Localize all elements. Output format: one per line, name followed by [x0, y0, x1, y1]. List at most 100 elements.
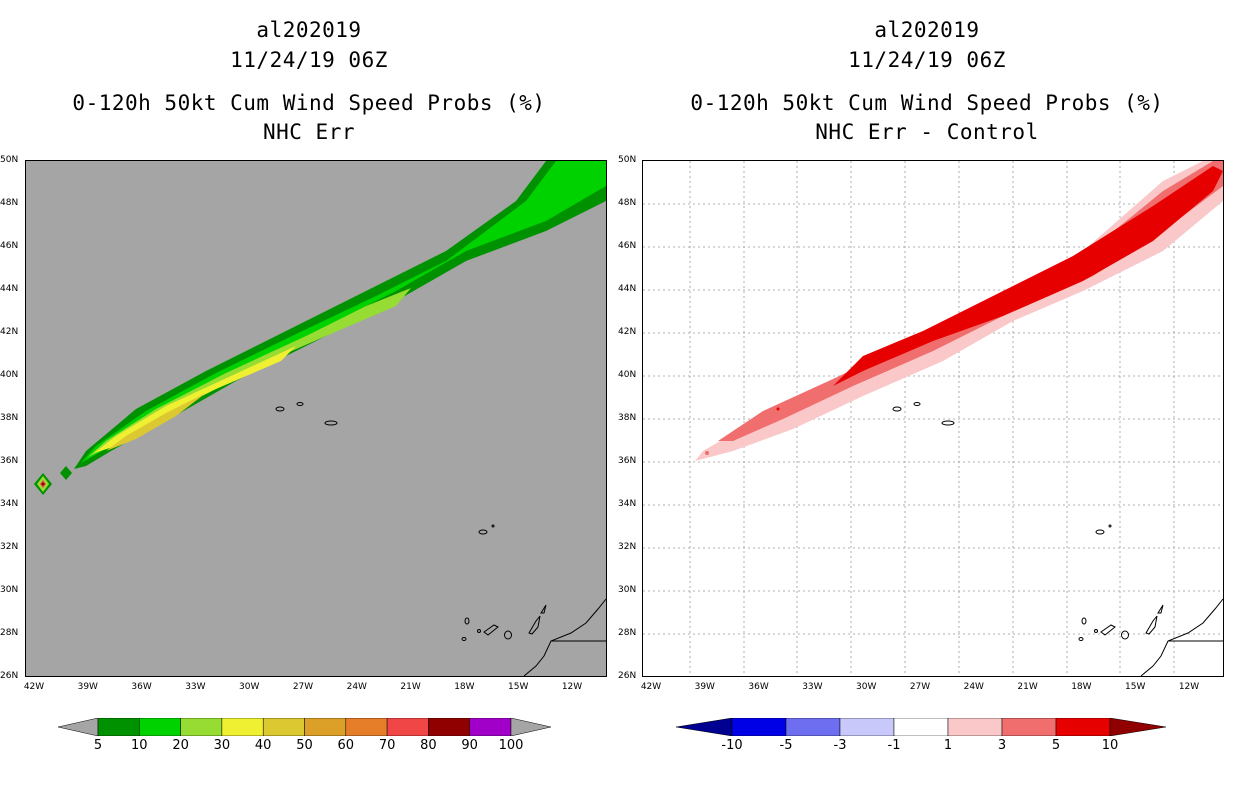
product-title: 0-120h 50kt Cum Wind Speed Probs (%): [690, 91, 1164, 115]
colorbar-tick-label: 5: [93, 738, 103, 753]
colorbar-segment: [345, 718, 388, 736]
lat-label: 34N: [0, 499, 19, 509]
island: [296, 402, 304, 406]
colorbar-segment: [180, 718, 223, 736]
lat-label: 42N: [0, 327, 19, 337]
lon-label: 36W: [748, 682, 769, 692]
island: [461, 637, 467, 641]
island: [491, 524, 495, 528]
lat-label: 34N: [618, 499, 637, 509]
lat-label: 28N: [0, 628, 19, 638]
lat-label: 44N: [618, 284, 637, 294]
african-coastline: [1140, 598, 1223, 676]
lon-label: 39W: [77, 682, 98, 692]
colorbar-tick-label: 90: [461, 738, 478, 753]
island: [483, 624, 499, 636]
island: [540, 604, 547, 614]
right-panel: al202019 11/24/19 06Z 0-120h 50kt Cum Wi…: [618, 0, 1236, 800]
lon-label: 30W: [856, 682, 877, 692]
lat-label: 26N: [618, 671, 637, 681]
island: [892, 406, 902, 412]
colorbar-tick-label: 70: [378, 738, 396, 753]
subtitle: NHC Err: [262, 120, 355, 144]
diff-swath-3: [718, 161, 1223, 441]
lat-label: 40N: [618, 370, 637, 380]
colorbar-segment: [947, 718, 1003, 736]
colorbar-tick-label: 50: [296, 738, 313, 753]
diff-dot: [776, 407, 780, 411]
lon-label: 24W: [346, 682, 367, 692]
diff-swath-5: [833, 166, 1223, 386]
lat-label: 38N: [618, 413, 637, 423]
lat-label: 36N: [0, 456, 19, 466]
lon-label: 36W: [131, 682, 152, 692]
lat-label: 48N: [618, 198, 637, 208]
island: [324, 420, 338, 426]
lon-label: 24W: [963, 682, 984, 692]
lat-label: 32N: [0, 542, 19, 552]
island: [1100, 624, 1116, 636]
island: [1121, 630, 1129, 640]
island: [941, 420, 955, 426]
island: [464, 617, 470, 625]
datetime-title: 11/24/19 06Z: [848, 48, 1006, 72]
lon-label: 27W: [909, 682, 931, 692]
colorbar-segment: [221, 718, 264, 736]
lon-label: 18W: [454, 682, 475, 692]
probability-map-svg: [34, 161, 606, 676]
storm-id-title: al202019: [256, 18, 362, 42]
colorbar-segment: [304, 718, 347, 736]
lat-label: 44N: [0, 284, 19, 294]
island: [528, 615, 541, 635]
lat-label: 30N: [0, 585, 19, 595]
lat-label: 38N: [0, 413, 19, 423]
lon-label: 30W: [239, 682, 260, 692]
lon-label: 15W: [508, 682, 529, 692]
colorbar-segment: [1001, 718, 1057, 736]
colorbar-over-arrow: [510, 718, 552, 736]
dot-green-small: [60, 466, 72, 480]
colorbar-segment: [386, 718, 429, 736]
colorbar-tick-label: 1: [943, 738, 953, 753]
swath-20pct: [88, 288, 411, 457]
lon-label: 21W: [1017, 682, 1038, 692]
colorbar-segment: [1055, 718, 1111, 736]
island: [1094, 629, 1098, 633]
colorbar-tick-label: -3: [833, 738, 847, 753]
lat-label: 46N: [618, 241, 637, 251]
difference-map: [642, 160, 1224, 677]
lat-label: 42N: [618, 327, 637, 337]
swath-10pct: [81, 161, 606, 463]
colorbar-segment: [839, 718, 895, 736]
colorbar-over-arrow: [1109, 718, 1167, 736]
lon-label: 18W: [1071, 682, 1092, 692]
product-title: 0-120h 50kt Cum Wind Speed Probs (%): [72, 91, 546, 115]
lon-label: 21W: [400, 682, 421, 692]
island: [1157, 604, 1164, 614]
colorbar-tick-label: 80: [420, 738, 437, 753]
island: [504, 630, 512, 640]
storm-id-title: al202019: [874, 18, 980, 42]
lat-label: 28N: [618, 628, 637, 638]
colorbar-tick-label: 3: [997, 738, 1007, 753]
colorbar-tick-label: 40: [254, 738, 272, 753]
colorbar-tick-label: 10: [1101, 738, 1119, 753]
colorbar-tick-label: 100: [498, 738, 524, 753]
colorbar-segment: [428, 718, 470, 736]
colorbar-segment: [731, 718, 787, 736]
island: [1108, 524, 1112, 528]
colorbar-tick-label: 5: [1051, 738, 1061, 753]
colorbar-tick-label: -5: [779, 738, 793, 753]
colorbar-segment: [97, 718, 140, 736]
left-panel: al202019 11/24/19 06Z 0-120h 50kt Cum Wi…: [0, 18, 607, 753]
lon-label: 15W: [1125, 682, 1146, 692]
colorbar-segment: [893, 718, 949, 736]
island: [275, 406, 285, 412]
grid-lines: [643, 161, 1223, 676]
island: [1145, 615, 1158, 635]
island: [1081, 617, 1087, 625]
probability-map: [25, 160, 607, 677]
lat-label: 40N: [0, 370, 19, 380]
island: [1078, 637, 1084, 641]
colorbar-tick-label: -1: [887, 738, 901, 753]
